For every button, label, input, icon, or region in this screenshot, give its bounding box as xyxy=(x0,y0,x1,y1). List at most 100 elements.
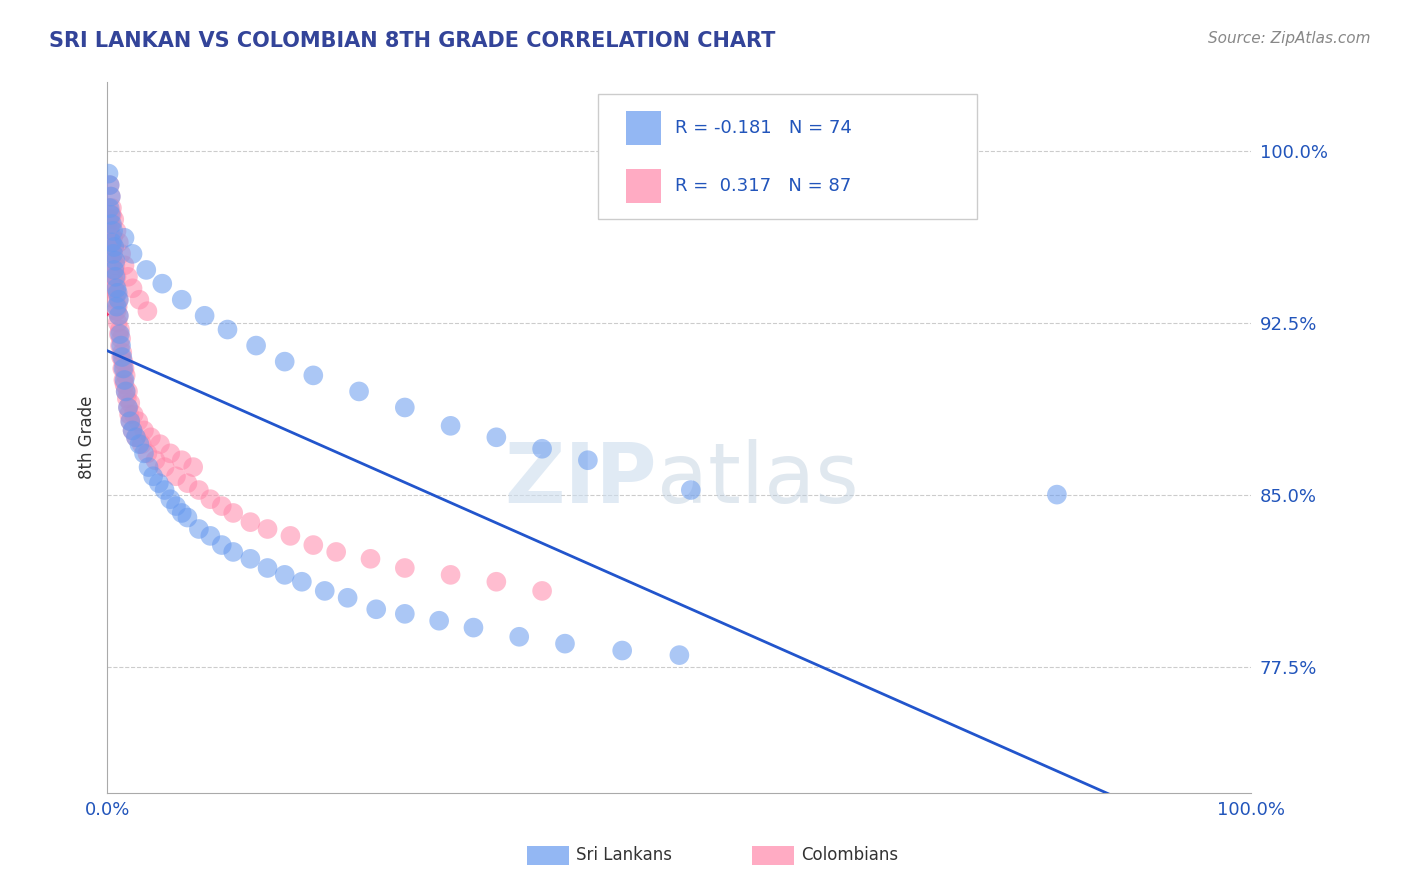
Point xyxy=(108,338,131,352)
Point xyxy=(131,437,153,451)
Point xyxy=(314,583,336,598)
Point xyxy=(181,460,204,475)
Point xyxy=(97,167,120,181)
Point xyxy=(150,277,173,291)
Point xyxy=(211,538,233,552)
Point xyxy=(114,361,136,376)
Point xyxy=(222,545,245,559)
Point xyxy=(107,285,129,300)
Text: Colombians: Colombians xyxy=(801,847,898,864)
Text: R = -0.181   N = 74: R = -0.181 N = 74 xyxy=(675,119,852,137)
Point xyxy=(127,414,149,428)
Point xyxy=(394,607,416,621)
Point xyxy=(101,201,124,215)
Point xyxy=(117,384,139,399)
Point xyxy=(485,430,508,444)
Point xyxy=(554,637,576,651)
Point xyxy=(612,643,634,657)
Point xyxy=(136,446,159,460)
Point xyxy=(114,258,136,272)
Text: Source: ZipAtlas.com: Source: ZipAtlas.com xyxy=(1208,31,1371,46)
Point xyxy=(120,414,142,428)
Point xyxy=(111,350,134,364)
Point xyxy=(98,224,121,238)
Point xyxy=(112,354,135,368)
Point xyxy=(98,178,121,192)
Point xyxy=(107,316,129,330)
Point xyxy=(103,263,125,277)
Point xyxy=(531,442,554,456)
Point xyxy=(98,201,121,215)
Y-axis label: 8th Grade: 8th Grade xyxy=(79,396,96,479)
Point xyxy=(98,178,121,192)
Point xyxy=(101,217,124,231)
Point xyxy=(463,621,485,635)
Point xyxy=(108,322,131,336)
Point xyxy=(108,309,131,323)
Text: atlas: atlas xyxy=(657,440,858,520)
Point xyxy=(108,309,131,323)
Point xyxy=(103,240,125,254)
Point xyxy=(117,401,139,415)
Point xyxy=(108,327,131,342)
Point xyxy=(105,285,128,300)
Point xyxy=(115,392,138,406)
Text: R =  0.317   N = 87: R = 0.317 N = 87 xyxy=(675,177,851,195)
Point xyxy=(110,350,132,364)
Point xyxy=(170,506,193,520)
Point xyxy=(100,217,122,231)
Point xyxy=(100,208,122,222)
Point xyxy=(187,522,209,536)
Point xyxy=(105,300,128,314)
Point xyxy=(360,551,382,566)
Point xyxy=(148,476,170,491)
Point xyxy=(101,247,124,261)
Point xyxy=(103,240,125,254)
Point xyxy=(176,510,198,524)
Point xyxy=(117,401,139,415)
Point xyxy=(256,522,278,536)
Point xyxy=(121,247,143,261)
Point xyxy=(427,614,450,628)
Point xyxy=(273,567,295,582)
Point xyxy=(114,373,136,387)
Point xyxy=(366,602,388,616)
Point xyxy=(245,338,267,352)
Point xyxy=(108,293,131,307)
Point xyxy=(101,231,124,245)
Point xyxy=(112,361,135,376)
Point xyxy=(439,567,461,582)
Point xyxy=(176,476,198,491)
Point xyxy=(114,231,136,245)
Point xyxy=(103,263,125,277)
Point xyxy=(145,453,167,467)
Point xyxy=(101,235,124,250)
Point xyxy=(104,293,127,307)
Point xyxy=(222,506,245,520)
Point xyxy=(347,384,370,399)
Point xyxy=(114,368,136,383)
Point xyxy=(101,240,124,254)
Point xyxy=(508,630,530,644)
Point xyxy=(153,460,176,475)
Point xyxy=(679,483,702,497)
Point xyxy=(110,338,132,352)
Point xyxy=(97,201,120,215)
Point xyxy=(200,492,222,507)
Point xyxy=(108,293,131,307)
Point xyxy=(128,293,150,307)
Point xyxy=(531,583,554,598)
Point xyxy=(105,224,128,238)
Point xyxy=(110,332,132,346)
Point xyxy=(325,545,347,559)
Point xyxy=(170,293,193,307)
Point xyxy=(165,499,187,513)
Point xyxy=(120,414,142,428)
Point xyxy=(217,322,239,336)
Point xyxy=(194,309,217,323)
Point xyxy=(135,263,157,277)
Point xyxy=(101,208,124,222)
Point xyxy=(136,304,159,318)
Point xyxy=(103,212,125,227)
Point xyxy=(100,235,122,250)
